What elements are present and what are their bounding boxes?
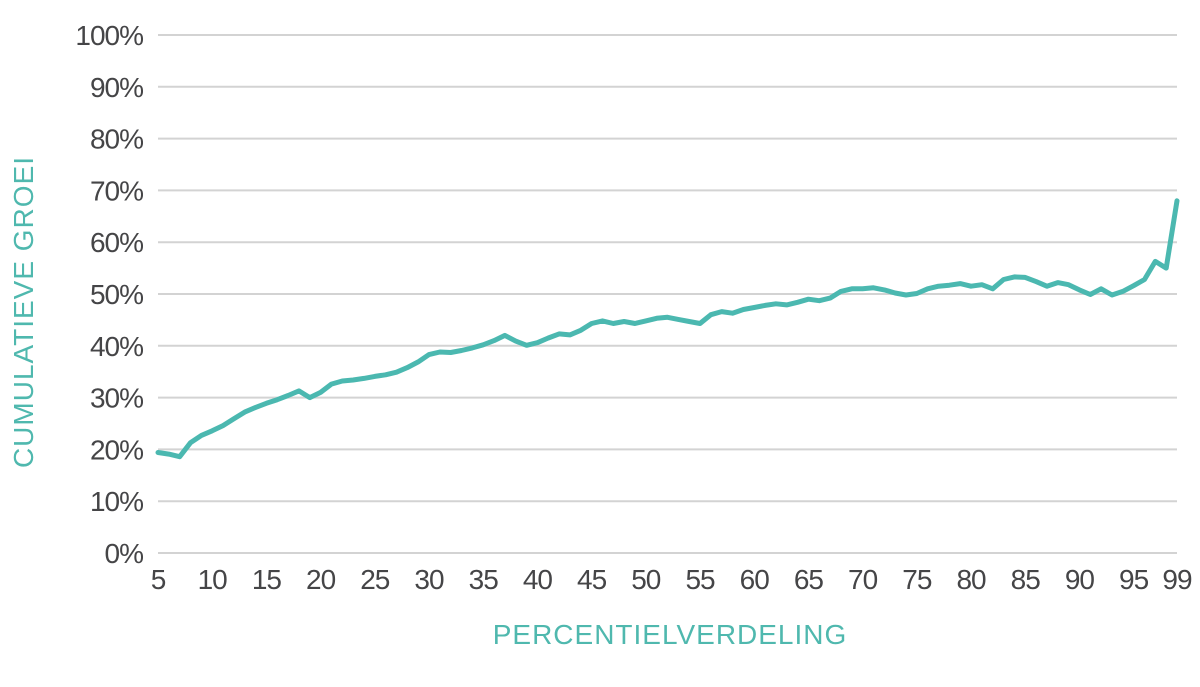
x-tick-label: 25 [360, 564, 390, 595]
series-line [155, 198, 1180, 460]
x-tick-label: 75 [902, 564, 932, 595]
x-tick-label: 15 [252, 564, 282, 595]
series-layer [155, 198, 1180, 460]
y-tick-label: 60% [90, 227, 143, 258]
y-tick-label: 50% [90, 279, 143, 310]
x-tick-label: 60 [740, 564, 770, 595]
y-tick-label: 80% [90, 124, 143, 155]
x-tick-label: 70 [848, 564, 878, 595]
y-axis-title: CUMULATIEVE GROEI [8, 156, 39, 468]
x-tick-label: 5 [151, 564, 166, 595]
x-tick-label: 20 [306, 564, 336, 595]
x-tick-label: 95 [1119, 564, 1149, 595]
x-tick-label: 99 [1162, 564, 1192, 595]
x-tick-label: 55 [685, 564, 715, 595]
y-axis-tick-labels: 0% 10% 20% 30% 40% 50% 60% 70% 80% 90% 100% [75, 20, 144, 569]
y-tick-label: 30% [90, 383, 143, 414]
x-tick-label: 35 [469, 564, 499, 595]
y-tick-label: 70% [90, 175, 143, 206]
y-tick-label: 100% [75, 20, 143, 51]
y-tick-label: 40% [90, 331, 143, 362]
x-tick-label: 45 [577, 564, 607, 595]
x-tick-label: 50 [631, 564, 661, 595]
x-tick-label: 65 [794, 564, 824, 595]
x-tick-label: 10 [198, 564, 228, 595]
x-axis-title: PERCENTIELVERDELING [493, 619, 848, 650]
x-tick-label: 85 [1011, 564, 1041, 595]
y-tick-label: 20% [90, 434, 143, 465]
x-tick-label: 30 [414, 564, 444, 595]
y-tick-label: 90% [90, 72, 143, 103]
x-axis-tick-labels: 5 10 15 20 25 30 35 40 45 50 55 60 65 70 75 80 85 90 95 99 [151, 564, 1193, 595]
gridlines-layer [158, 34, 1177, 554]
y-tick-label: 10% [90, 486, 143, 517]
y-tick-label: 0% [105, 538, 144, 569]
x-tick-label: 90 [1065, 564, 1095, 595]
x-tick-label: 80 [956, 564, 986, 595]
x-tick-label: 40 [523, 564, 553, 595]
